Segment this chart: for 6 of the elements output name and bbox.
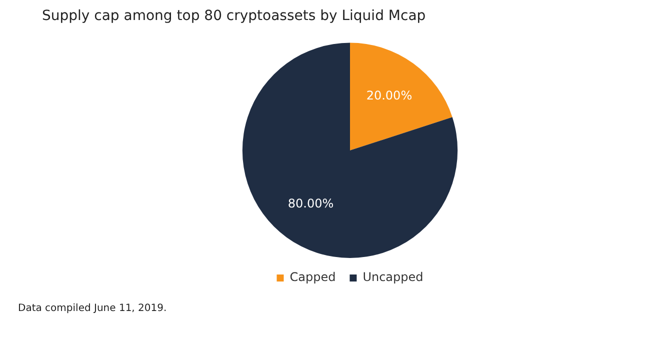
text: Data compiled June 11, 2019. — [18, 302, 167, 316]
legend-label: Capped — [290, 270, 336, 284]
legend-label: Uncapped — [362, 270, 424, 284]
data-label: 20.00% — [366, 88, 412, 103]
chart-title: Supply cap among top 80 cryptoassets by Liquid Mcap — [42, 8, 426, 24]
data-label: 80.00% — [288, 196, 334, 210]
